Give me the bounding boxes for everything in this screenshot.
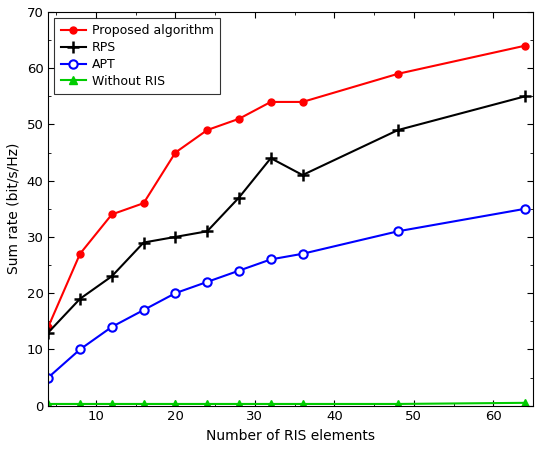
RPS — [172, 234, 179, 239]
Proposed algorithm — [236, 116, 242, 122]
Line: RPS: RPS — [42, 90, 531, 339]
APT — [172, 290, 179, 296]
APT — [77, 346, 83, 352]
APT — [45, 375, 51, 380]
Without RIS — [395, 401, 401, 407]
RPS — [299, 172, 306, 178]
Without RIS — [77, 401, 83, 407]
Without RIS — [299, 401, 306, 407]
RPS — [204, 229, 211, 234]
Proposed algorithm — [267, 99, 274, 105]
Y-axis label: Sum rate (bit/s/Hz): Sum rate (bit/s/Hz) — [7, 143, 21, 274]
Proposed algorithm — [77, 251, 83, 256]
RPS — [267, 155, 274, 161]
RPS — [395, 127, 401, 133]
Without RIS — [109, 401, 115, 407]
Line: Proposed algorithm: Proposed algorithm — [45, 42, 529, 330]
Without RIS — [236, 401, 242, 407]
Proposed algorithm — [395, 71, 401, 76]
Without RIS — [140, 401, 147, 407]
Proposed algorithm — [204, 127, 211, 133]
Line: APT: APT — [44, 205, 529, 382]
APT — [395, 229, 401, 234]
X-axis label: Number of RIS elements: Number of RIS elements — [206, 429, 375, 443]
APT — [522, 206, 528, 211]
Proposed algorithm — [109, 212, 115, 217]
RPS — [77, 296, 83, 302]
RPS — [236, 195, 242, 200]
APT — [140, 307, 147, 313]
APT — [267, 256, 274, 262]
Proposed algorithm — [299, 99, 306, 105]
APT — [299, 251, 306, 256]
RPS — [522, 94, 528, 99]
Without RIS — [204, 401, 211, 407]
Proposed algorithm — [522, 43, 528, 49]
APT — [204, 279, 211, 284]
APT — [109, 324, 115, 329]
RPS — [140, 240, 147, 245]
RPS — [45, 330, 51, 335]
Without RIS — [522, 400, 528, 405]
APT — [236, 268, 242, 273]
Without RIS — [45, 401, 51, 407]
Proposed algorithm — [172, 150, 179, 155]
Without RIS — [267, 401, 274, 407]
Line: Without RIS: Without RIS — [44, 399, 529, 408]
Without RIS — [172, 401, 179, 407]
Proposed algorithm — [45, 324, 51, 329]
Proposed algorithm — [140, 200, 147, 206]
Legend: Proposed algorithm, RPS, APT, Without RIS: Proposed algorithm, RPS, APT, Without RI… — [55, 18, 220, 94]
RPS — [109, 274, 115, 279]
